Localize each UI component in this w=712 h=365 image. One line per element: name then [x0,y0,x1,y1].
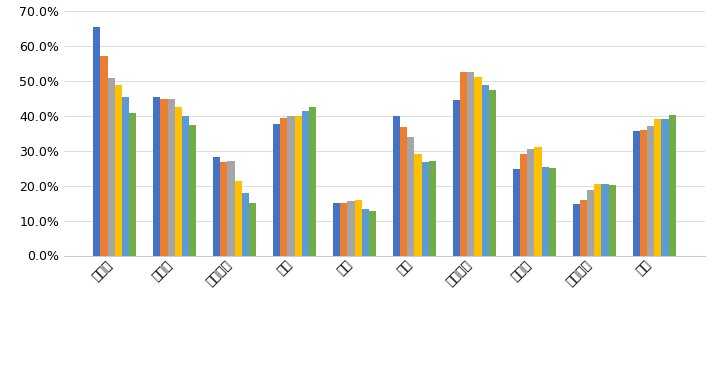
Bar [281,118,288,255]
Bar [609,185,616,256]
Bar [407,137,414,256]
Bar [669,115,676,256]
Bar [333,203,340,256]
Bar [453,100,460,256]
Bar [362,209,369,255]
Bar [602,184,609,256]
Bar [235,181,242,256]
Bar [174,107,182,256]
Bar [100,56,108,255]
Bar [460,72,467,256]
Bar [160,99,167,256]
Bar [302,111,309,255]
Bar [580,200,587,255]
Bar [534,147,542,256]
Bar [213,157,220,256]
Bar [595,184,602,255]
Bar [189,125,197,256]
Bar [474,77,481,256]
Bar [542,168,549,255]
Bar [122,97,129,255]
Bar [647,126,654,256]
Bar [93,27,100,256]
Bar [661,119,669,255]
Bar [632,131,640,255]
Bar [220,162,227,255]
Bar [355,200,362,256]
Bar [587,190,595,256]
Bar [153,97,160,255]
Bar [393,116,400,256]
Bar [273,124,281,255]
Bar [488,89,496,256]
Bar [129,113,137,255]
Bar [429,161,436,256]
Bar [520,154,527,256]
Bar [400,127,407,256]
Bar [167,99,174,256]
Bar [115,85,122,256]
Bar [513,169,520,256]
Bar [481,85,488,256]
Bar [572,204,580,256]
Bar [249,203,256,255]
Bar [288,116,295,256]
Bar [640,130,647,256]
Bar [340,203,347,256]
Bar [242,193,249,256]
Bar [369,211,376,255]
Bar [227,161,235,256]
Bar [182,116,189,256]
Bar [414,154,422,256]
Bar [549,168,556,256]
Bar [527,149,534,256]
Bar [309,107,316,255]
Bar [347,201,355,255]
Bar [654,119,661,255]
Bar [422,162,429,256]
Bar [467,72,474,256]
Bar [295,116,302,256]
Bar [108,78,115,256]
